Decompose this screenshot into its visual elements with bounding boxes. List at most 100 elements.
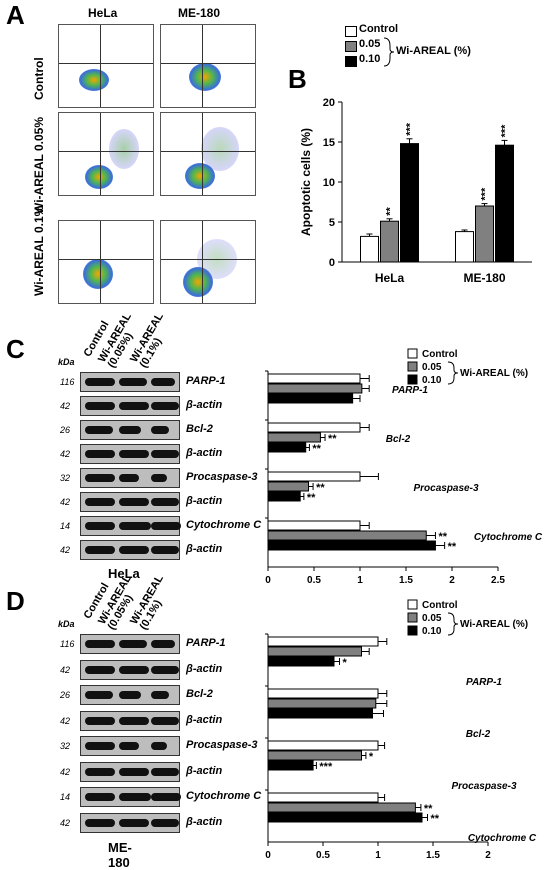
x-tick-label: 1.5 [426,850,440,858]
protein-label: Cytochrome C [186,790,262,802]
category-label: Bcl-2 [466,729,491,740]
band [85,818,115,827]
band [119,378,147,386]
bar [267,491,301,502]
kda-marker: 32 [60,741,71,751]
kda-marker: 42 [60,401,71,411]
band [85,742,115,750]
bar [360,235,379,263]
band [85,522,115,530]
blot-strip [80,540,180,560]
legend-label: 0.05 [422,362,442,373]
category-label: PARP-1 [392,385,428,396]
y-tick-label: 15 [323,137,335,149]
bar [400,143,419,263]
band [119,793,151,801]
category-label: Procaspase-3 [451,781,516,792]
bar [267,383,363,394]
band [151,818,179,827]
band [85,640,115,648]
bar [267,422,361,433]
bar [267,740,379,751]
blot-strip [80,710,180,731]
legend-label: 0.10 [422,626,442,637]
bar [267,373,361,384]
kda-marker: 42 [60,545,71,555]
y-tick-label: 0 [329,257,335,269]
legend-group-label: Wi-AREAL (%) [460,619,528,630]
bar [267,656,335,667]
kda-header: kDa [58,619,75,629]
bar [267,802,416,813]
band [151,378,175,386]
significance-mark: ** [312,443,321,455]
bar [267,393,354,404]
legend-brace [447,361,459,385]
panel-letter-c: C [6,334,25,364]
kda-marker: 116 [60,377,75,387]
blot-strip [80,492,180,512]
flow-row-title-control: Control [32,57,46,100]
band [85,793,115,801]
kda-marker: 42 [60,817,71,828]
y-tick-label: 20 [323,97,335,109]
panel-letter-d: D [6,586,25,616]
bar [267,688,379,699]
x-tick-label: 0.5 [316,850,330,858]
band [119,426,141,434]
blot-strip [80,372,180,392]
blot-strip [80,634,180,654]
flow-plot [160,112,256,196]
protein-label: Bcl-2 [186,423,213,435]
bar [267,540,436,551]
band [151,716,179,725]
band [151,742,167,750]
chart-legend: Control 0.05 0.10 Wi-AREAL (%) [407,348,528,386]
band [85,665,115,674]
bar [267,442,307,453]
significance-mark: ** [307,492,316,504]
legend-swatch-010 [345,56,357,67]
band [119,818,149,827]
kda-marker: 26 [60,425,71,435]
legend-brace [447,612,459,636]
band [85,426,113,434]
flow-plot [160,220,256,304]
band [151,498,179,506]
flow-plot [160,24,256,108]
band [119,691,141,699]
band [151,546,179,554]
protein-label: β-actin [186,713,223,726]
flow-row-title-005: Wi-AREAL 0.05% [32,116,46,214]
kda-marker: 14 [60,792,71,802]
significance-mark: * [343,657,348,669]
x-tick-label: 1 [375,850,381,858]
legend-label-005: 0.05 [359,38,381,50]
significance-mark: ** [385,207,397,216]
bar [495,144,514,263]
kda-marker: 42 [60,766,71,777]
bar [455,231,474,263]
x-tick-label: 0.5 [307,575,321,585]
legend-label: 0.05 [422,613,442,624]
band [151,450,179,458]
significance-mark: *** [480,187,492,201]
legend-swatch [407,599,418,610]
band [85,402,115,410]
flow-plot [58,220,154,304]
flow-col-title-me180: ME-180 [178,6,221,20]
protein-label: PARP-1 [186,375,226,387]
legend-group-label: Wi-AREAL (%) [460,368,528,379]
legend-swatch [407,348,418,359]
band [85,716,115,725]
band [85,378,115,386]
x-tick-label: 1 [357,575,363,585]
protein-label: β-actin [186,447,223,459]
protein-label: β-actin [186,495,223,507]
significance-mark: *** [405,122,417,136]
x-tick-label: 2 [485,850,491,858]
band [119,498,149,506]
